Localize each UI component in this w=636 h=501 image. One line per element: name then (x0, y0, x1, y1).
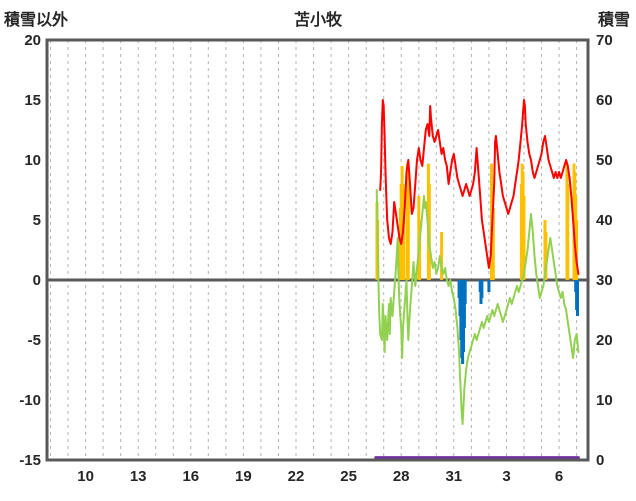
x-axis-tick-label: 6 (555, 468, 563, 485)
right-axis-tick-label: 60 (596, 92, 613, 109)
x-axis-tick-label: 16 (182, 468, 199, 485)
left-axis-tick-label: 15 (24, 92, 41, 109)
green-line (375, 189, 580, 425)
x-axis-tick-label: 25 (340, 468, 357, 485)
plot-frame (45, 38, 590, 462)
right-axis-tick-label: 0 (596, 452, 604, 469)
left-axis-tick-label: -15 (19, 452, 41, 469)
x-axis-tick-label: 22 (288, 468, 305, 485)
left-axis-title: 積雪以外 (4, 12, 69, 29)
x-axis-tick-label: 28 (393, 468, 410, 485)
x-axis-tick-label: 10 (77, 468, 94, 485)
right-axis-tick-label: 10 (596, 392, 613, 409)
left-axis-tick-label: -5 (28, 332, 41, 349)
x-axis-tick-label: 13 (130, 468, 147, 485)
left-axis-tick-label: 10 (24, 152, 41, 169)
left-axis-tick-label: 0 (33, 272, 41, 289)
right-axis-tick-label: 30 (596, 272, 613, 289)
left-axis-tick-label: 5 (33, 212, 41, 229)
right-axis-title: 積雪 (597, 12, 630, 29)
chart-title: 苫小牧 (293, 12, 342, 29)
x-axis-tick-label: 3 (502, 468, 510, 485)
right-axis-tick-label: 40 (596, 212, 613, 229)
left-axis-tick-label: 20 (24, 32, 41, 49)
right-axis-tick-label: 50 (596, 152, 613, 169)
x-axis-tick-label: 19 (235, 468, 252, 485)
x-axis-tick-label: 31 (445, 468, 462, 485)
red-line (379, 99, 580, 275)
right-axis-tick-label: 20 (596, 332, 613, 349)
right-axis-tick-label: 70 (596, 32, 613, 49)
left-axis-tick-label: -10 (19, 392, 41, 409)
